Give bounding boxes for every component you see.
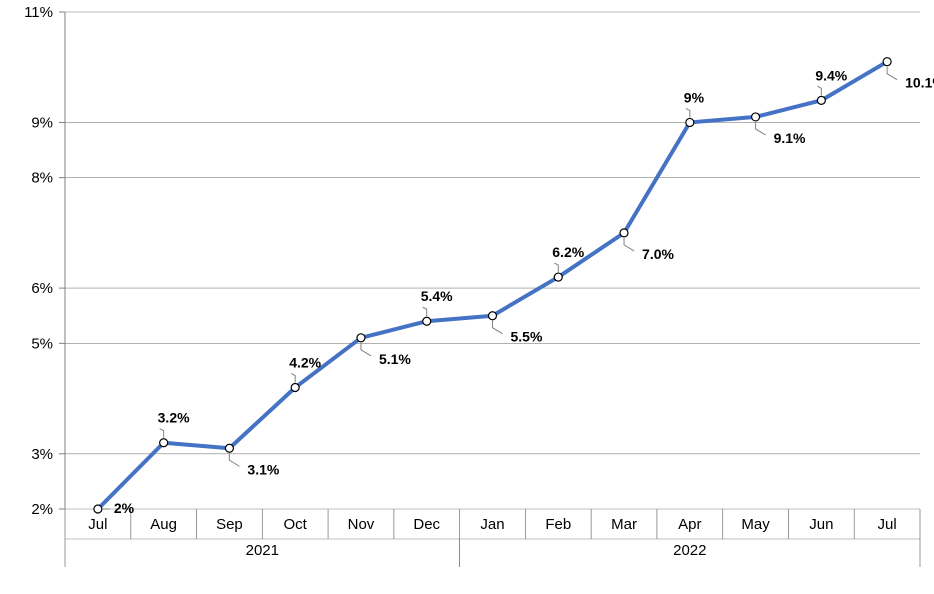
data-marker bbox=[160, 439, 168, 447]
x-month-label: Jun bbox=[809, 516, 833, 533]
data-label: 9% bbox=[684, 89, 705, 105]
x-month-label: Dec bbox=[413, 516, 440, 533]
y-tick-label: 2% bbox=[31, 501, 53, 518]
x-year-label: 2021 bbox=[246, 542, 279, 559]
data-marker bbox=[686, 118, 694, 126]
y-tick-label: 11% bbox=[24, 4, 53, 21]
data-label: 3.2% bbox=[158, 410, 190, 426]
x-year-label: 2022 bbox=[673, 542, 706, 559]
data-label: 7.0% bbox=[642, 246, 674, 262]
data-marker bbox=[817, 96, 825, 104]
data-marker bbox=[752, 113, 760, 121]
x-month-label: Apr bbox=[678, 516, 701, 533]
x-month-label: Aug bbox=[150, 516, 177, 533]
data-marker bbox=[883, 58, 891, 66]
data-marker bbox=[94, 505, 102, 513]
data-marker bbox=[291, 384, 299, 392]
data-label: 9.1% bbox=[774, 130, 806, 146]
data-label: 10.1% bbox=[905, 75, 934, 91]
data-label: 2% bbox=[114, 500, 135, 516]
data-label: 9.4% bbox=[815, 67, 847, 83]
y-tick-label: 3% bbox=[31, 446, 53, 463]
chart-canvas: 2% 3% 5% 6% 8% 9% 11% Jul Aug Sep Oct Nov Dec Jan Feb M… bbox=[0, 0, 934, 594]
x-month-label: Oct bbox=[284, 516, 308, 533]
data-label: 5.1% bbox=[379, 351, 411, 367]
data-marker bbox=[620, 229, 628, 237]
x-month-label: Sep bbox=[216, 516, 243, 533]
data-label: 5.4% bbox=[421, 288, 453, 304]
data-marker bbox=[225, 444, 233, 452]
data-marker bbox=[489, 312, 497, 320]
data-marker bbox=[423, 317, 431, 325]
chart-bg bbox=[0, 0, 934, 594]
y-tick-label: 8% bbox=[31, 170, 53, 187]
x-month-label: Mar bbox=[611, 516, 637, 533]
x-month-label: Nov bbox=[348, 516, 375, 533]
data-label: 5.5% bbox=[511, 329, 543, 345]
y-tick-label: 6% bbox=[31, 280, 53, 297]
x-month-label: May bbox=[741, 516, 770, 533]
x-month-label: Feb bbox=[545, 516, 571, 533]
data-marker bbox=[357, 334, 365, 342]
x-month-label: Jul bbox=[88, 516, 107, 533]
line-chart: 2% 3% 5% 6% 8% 9% 11% Jul Aug Sep Oct Nov Dec Jan Feb M… bbox=[0, 0, 934, 594]
x-month-label: Jan bbox=[480, 516, 504, 533]
data-marker bbox=[554, 273, 562, 281]
y-tick-label: 5% bbox=[31, 335, 53, 352]
y-tick-label: 9% bbox=[31, 114, 53, 131]
data-label: 6.2% bbox=[552, 244, 584, 260]
x-month-label: Jul bbox=[878, 516, 897, 533]
data-label: 4.2% bbox=[289, 355, 321, 371]
data-label: 3.1% bbox=[247, 461, 279, 477]
